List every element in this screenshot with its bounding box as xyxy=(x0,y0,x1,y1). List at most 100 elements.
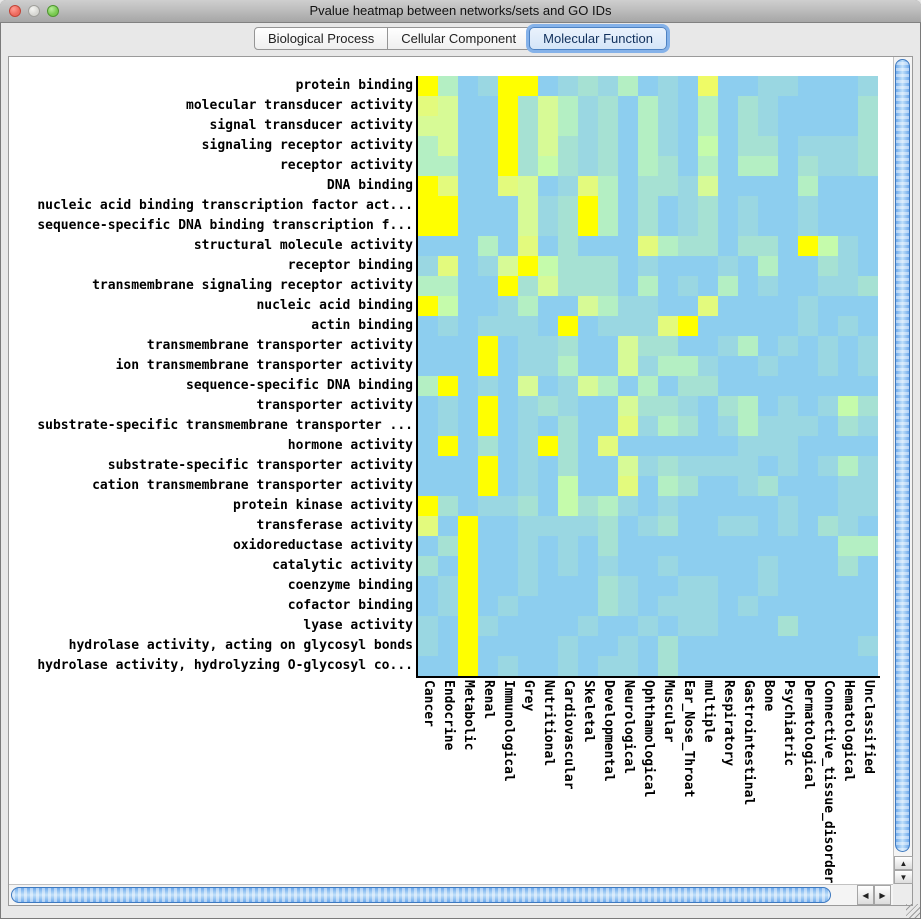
heatmap-cell xyxy=(838,136,858,156)
heatmap-cell xyxy=(858,136,878,156)
horizontal-scrollbar-thumb[interactable] xyxy=(11,887,831,903)
heatmap-cell xyxy=(858,656,878,676)
heatmap-cell xyxy=(478,336,498,356)
close-button[interactable] xyxy=(9,5,21,17)
heatmap-cell xyxy=(538,396,558,416)
heatmap-cell xyxy=(858,636,878,656)
heatmap-cell xyxy=(598,216,618,236)
heatmap-cell xyxy=(638,96,658,116)
heatmap-cell xyxy=(678,436,698,456)
heatmap-cell xyxy=(698,436,718,456)
heatmap-cell xyxy=(558,576,578,596)
heatmap-cell xyxy=(678,156,698,176)
heatmap-cell xyxy=(758,396,778,416)
heatmap-cell xyxy=(838,556,858,576)
heatmap-cell xyxy=(658,396,678,416)
heatmap-cell xyxy=(518,196,538,216)
scroll-down-button[interactable]: ▼ xyxy=(894,870,913,884)
heatmap-cell xyxy=(818,616,838,636)
heatmap-cell xyxy=(518,436,538,456)
heatmap-cell xyxy=(778,136,798,156)
scroll-right-button[interactable]: ▶ xyxy=(874,885,891,905)
heatmap-cell xyxy=(798,276,818,296)
heatmap-cell xyxy=(438,276,458,296)
heatmap-cell xyxy=(658,356,678,376)
heatmap-cell xyxy=(738,476,758,496)
heatmap-cell xyxy=(478,636,498,656)
heatmap-cell xyxy=(738,96,758,116)
heatmap-cell xyxy=(438,536,458,556)
heatmap-cell xyxy=(758,236,778,256)
heatmap-cell xyxy=(458,456,478,476)
scroll-up-button[interactable]: ▲ xyxy=(894,856,913,870)
heatmap-cell xyxy=(718,436,738,456)
heatmap-cell xyxy=(618,136,638,156)
tab-cellular-component[interactable]: Cellular Component xyxy=(387,27,531,50)
heatmap-cell xyxy=(538,376,558,396)
heatmap-cell xyxy=(858,596,878,616)
heatmap-cell xyxy=(798,336,818,356)
heatmap-cell xyxy=(638,656,658,676)
heatmap-cell xyxy=(718,96,738,116)
heatmap-cell xyxy=(418,336,438,356)
tab-molecular-function[interactable]: Molecular Function xyxy=(529,27,667,50)
heatmap-cell xyxy=(678,276,698,296)
heatmap-cell xyxy=(478,496,498,516)
zoom-button[interactable] xyxy=(47,5,59,17)
heatmap-cell xyxy=(598,556,618,576)
heatmap-cell xyxy=(638,136,658,156)
heatmap-cell xyxy=(778,656,798,676)
row-label: structural molecule activity xyxy=(193,238,413,253)
heatmap-cell xyxy=(678,236,698,256)
heatmap-cell xyxy=(798,356,818,376)
heatmap-cell xyxy=(498,636,518,656)
heatmap-cell xyxy=(658,436,678,456)
heatmap-cell xyxy=(798,76,818,96)
heatmap-cell xyxy=(578,276,598,296)
heatmap-cell xyxy=(678,556,698,576)
heatmap-cell xyxy=(558,536,578,556)
vertical-scrollbar[interactable]: ▲ ▼ xyxy=(893,57,913,884)
heatmap-cell xyxy=(418,96,438,116)
column-label: Endocrine xyxy=(441,680,456,751)
heatmap-cell xyxy=(738,456,758,476)
heatmap-cell xyxy=(678,196,698,216)
heatmap-cell xyxy=(678,136,698,156)
minimize-button[interactable] xyxy=(28,5,40,17)
heatmap-cell xyxy=(558,516,578,536)
title-bar[interactable]: Pvalue heatmap between networks/sets and… xyxy=(0,0,921,23)
tab-biological-process[interactable]: Biological Process xyxy=(254,27,389,50)
heatmap-cell xyxy=(458,556,478,576)
heatmap-cell xyxy=(638,496,658,516)
heatmap-cell xyxy=(538,336,558,356)
row-label: cation transmembrane transporter activit… xyxy=(92,478,413,493)
heatmap-cell xyxy=(458,296,478,316)
heatmap-cell xyxy=(718,656,738,676)
horizontal-scrollbar[interactable]: ◀ ▶ xyxy=(9,884,893,905)
heatmap-cell xyxy=(738,636,758,656)
heatmap-cell xyxy=(558,636,578,656)
heatmap-cell xyxy=(418,236,438,256)
heatmap-cell xyxy=(618,76,638,96)
heatmap-cell xyxy=(678,396,698,416)
resize-grip[interactable] xyxy=(906,904,920,918)
heatmap-cell xyxy=(778,416,798,436)
heatmap-cell xyxy=(818,376,838,396)
heatmap-cell xyxy=(458,256,478,276)
vertical-scrollbar-thumb[interactable] xyxy=(895,59,910,852)
heatmap-cell xyxy=(538,556,558,576)
heatmap-cell xyxy=(858,496,878,516)
heatmap-cell xyxy=(818,336,838,356)
heatmap-cell xyxy=(858,476,878,496)
heatmap-cell xyxy=(558,336,578,356)
heatmap-cell xyxy=(538,636,558,656)
heatmap-cell xyxy=(478,316,498,336)
heatmap-cell xyxy=(618,456,638,476)
row-label: coenzyme binding xyxy=(287,578,413,593)
heatmap-cell xyxy=(858,256,878,276)
heatmap-cell xyxy=(738,116,758,136)
heatmap-cell xyxy=(538,656,558,676)
heatmap-cell xyxy=(538,96,558,116)
scroll-left-button[interactable]: ◀ xyxy=(857,885,874,905)
heatmap-cell xyxy=(818,116,838,136)
